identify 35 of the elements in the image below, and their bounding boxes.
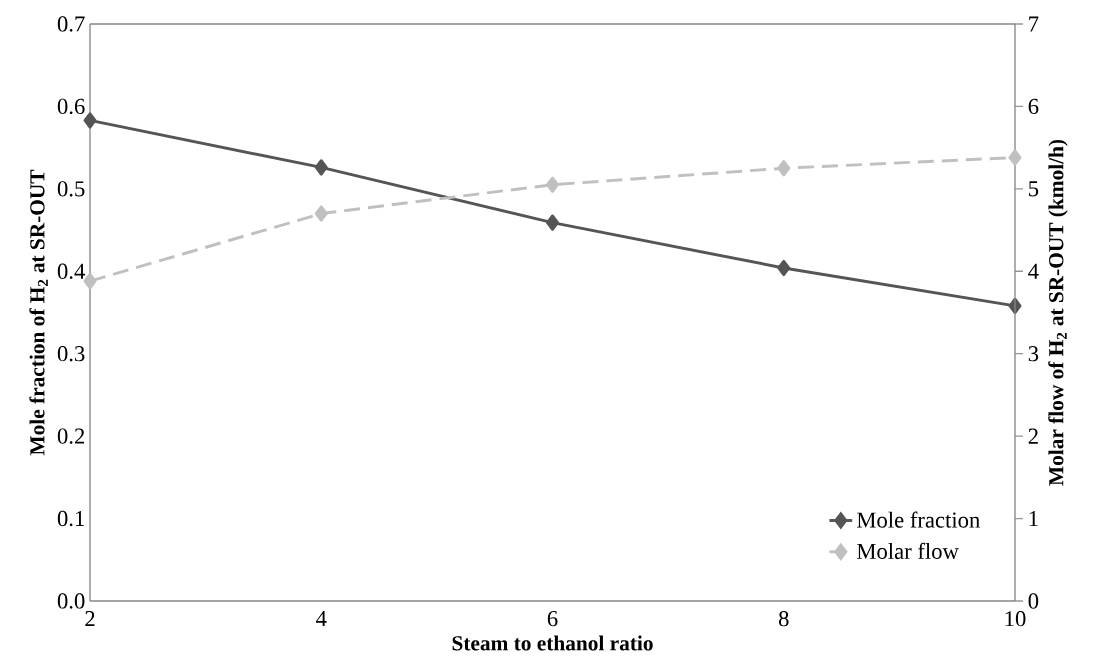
x-tick-label: 4	[316, 611, 327, 626]
y2-tick-label: 2	[1028, 428, 1038, 444]
y-axis-title: Mole fraction of H$_{2}$ at SR-OUT	[29, 169, 48, 456]
y2-tick-label: 7	[1029, 16, 1039, 32]
y2-tick-label: 0	[1028, 593, 1039, 609]
x-tick-label: 8	[778, 611, 789, 627]
y2-tick-label: 4	[1028, 263, 1039, 279]
legend-label: Molar flow	[856, 542, 959, 559]
y2-tick-label: 3	[1028, 346, 1039, 362]
x-tick-label: 2	[85, 611, 95, 627]
y-tick-label: 0.5	[57, 181, 85, 197]
point	[83, 273, 97, 290]
y-tick-label: 0.7	[57, 16, 85, 32]
point	[83, 112, 97, 129]
point	[777, 259, 791, 277]
x-tick-label: 10	[1005, 611, 1026, 627]
y2-tick-label: 5	[1029, 181, 1039, 197]
point	[314, 205, 328, 222]
point	[546, 176, 559, 193]
point	[546, 214, 559, 231]
y2-tick-label: 1	[1029, 511, 1038, 527]
x-axis-title: Steam to ethanol ratio	[452, 635, 653, 651]
point	[314, 159, 328, 176]
y-tick-label: 0.0	[57, 593, 85, 609]
point	[1008, 149, 1022, 166]
y-tick-label: 0.3	[57, 346, 85, 362]
y2-axis-title: Molar flow of H$_{2}$ at SR-OUT (kmol/h)	[1048, 139, 1068, 486]
y-tick-label: 0.1	[57, 510, 84, 527]
y-tick-label: 0.4	[57, 263, 85, 279]
y2-tick-label: 6	[1028, 98, 1039, 115]
point	[777, 160, 791, 177]
legend-label: Mole fraction	[856, 511, 980, 528]
x-tick-label: 6	[547, 611, 558, 627]
y-tick-label: 0.6	[57, 98, 85, 115]
y-tick-label: 0.2	[57, 428, 85, 444]
